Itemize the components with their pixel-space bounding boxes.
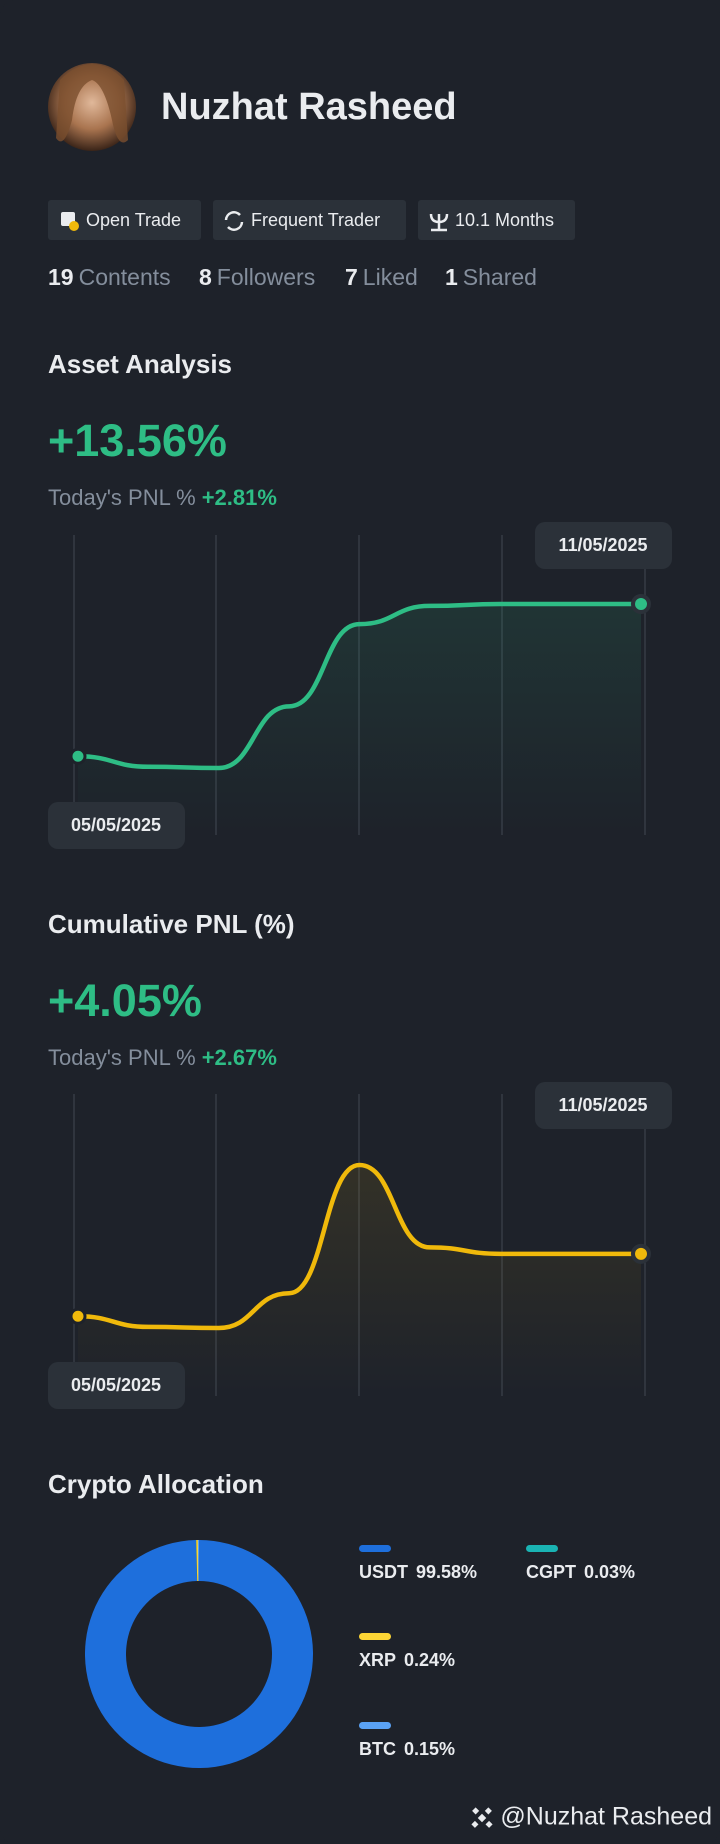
today-label: Today's PNL % [48, 485, 196, 510]
legend-value: 0.24% [404, 1650, 455, 1670]
legend-swatch [359, 1545, 391, 1552]
stat-count: 1 [445, 264, 458, 290]
line [75, 601, 644, 771]
stat-label: Shared [463, 264, 537, 290]
start-date: 05/05/2025 [71, 1375, 161, 1395]
end-dot [631, 1243, 651, 1264]
footer: @Nuzhat Rasheed [471, 1803, 712, 1831]
legend-entry: CGPT 0.03% [526, 1562, 635, 1582]
line [75, 1162, 644, 1331]
end-dot [631, 594, 651, 614]
headline-value: +13.56% [48, 415, 227, 466]
stat-label: Contents [79, 264, 171, 290]
date-tag [535, 1082, 672, 1129]
date-tag [535, 522, 672, 569]
stats: 19 Contents 8 Followers 7 Liked 1 Shared [48, 264, 537, 290]
start-dot [69, 747, 87, 765]
start-date: 05/05/2025 [71, 815, 161, 835]
today-pnl: Today's PNL % +2.81% [48, 485, 277, 510]
stat-label: Followers [217, 264, 315, 290]
today-value: +2.67% [202, 1045, 277, 1070]
area-fill [78, 1165, 641, 1396]
section-title: Cumulative PNL (%) [48, 909, 295, 939]
headline-value: +4.05% [48, 975, 202, 1026]
legend-swatch [359, 1722, 391, 1729]
today-value: +2.81% [202, 485, 277, 510]
legend-swatch [359, 1633, 391, 1640]
donut-slice [196, 1540, 199, 1582]
legend-value: 0.03% [584, 1562, 635, 1582]
badge[interactable]: Open Trade [48, 200, 201, 240]
stat-label: Liked [363, 264, 418, 290]
end-date: 11/05/2025 [558, 535, 647, 555]
charts: 05/05/2025 11/05/2025 05/05/2025 11/05/2025… [48, 522, 672, 1768]
today-label: Today's PNL % [48, 1045, 196, 1070]
avatar [48, 63, 136, 151]
section-title: Crypto Allocation [48, 1469, 264, 1499]
badge[interactable]: 10.1 Months [418, 200, 575, 240]
badge-label: 10.1 Months [455, 210, 554, 230]
today-pnl: Today's PNL % +2.67% [48, 1045, 277, 1070]
date-tag [48, 802, 185, 849]
badge[interactable]: Frequent Trader [213, 200, 406, 240]
donut-slice [197, 1540, 199, 1582]
stat: 19 Contents [48, 264, 171, 290]
legend-entry: USDT 99.58% [359, 1562, 477, 1582]
stat: 7 Liked [345, 264, 418, 290]
stat: 1 Shared [445, 264, 537, 290]
legend-entry: BTC 0.15% [359, 1739, 455, 1759]
donut-slice [195, 1540, 198, 1582]
end-date: 11/05/2025 [558, 1095, 647, 1115]
legend-entry: XRP 0.24% [359, 1650, 455, 1670]
legend-name: XRP [359, 1650, 396, 1670]
legend-value: 99.58% [416, 1562, 477, 1582]
legend-name: CGPT [526, 1562, 576, 1582]
stat: 8 Followers [199, 264, 315, 290]
legend-name: USDT [359, 1562, 408, 1582]
badge-label: Open Trade [86, 210, 181, 230]
start-dot [69, 1307, 87, 1325]
legend-value: 0.15% [404, 1739, 455, 1759]
legend-name: BTC [359, 1739, 396, 1759]
section-title: Asset Analysis [48, 349, 232, 379]
footer-handle: @Nuzhat Rasheed [500, 1803, 712, 1831]
area-fill [78, 604, 641, 835]
badge-label: Frequent Trader [251, 210, 380, 230]
donut-slice [84, 1540, 313, 1768]
legend-swatch [526, 1545, 558, 1552]
stat-count: 19 [48, 264, 74, 290]
date-tag [48, 1362, 185, 1409]
stat-count: 7 [345, 264, 358, 290]
stat-count: 8 [199, 264, 212, 290]
profile-name: Nuzhat Rasheed [161, 86, 457, 128]
